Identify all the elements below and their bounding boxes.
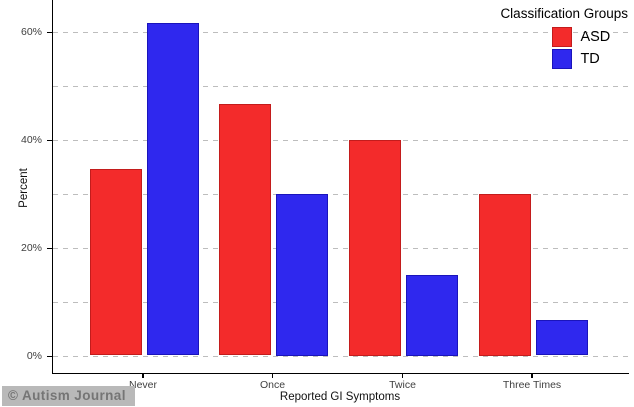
y-axis-title: Percent <box>17 168 30 208</box>
y-tick-label-20: 20% <box>20 242 42 254</box>
y-tick-60 <box>47 31 52 33</box>
y-tick-20 <box>47 247 52 249</box>
watermark: © Autism Journal <box>2 386 135 406</box>
plot-panel <box>52 0 629 374</box>
legend-swatch-asd <box>552 27 573 47</box>
y-tick-label-40: 40% <box>20 134 42 146</box>
y-tick-label-0: 0% <box>26 350 42 362</box>
gridline-10 <box>53 301 629 303</box>
x-tick-three-times <box>531 374 533 378</box>
bar-td-three-times <box>535 320 588 356</box>
bar-asd-three-times <box>478 193 531 356</box>
bar-td-once <box>276 193 328 356</box>
bar-td-never <box>146 23 199 356</box>
x-tick-once <box>271 374 274 378</box>
gridline-40 <box>53 139 629 141</box>
legend-items: ASD TD <box>500 27 631 69</box>
bar-asd-twice <box>349 139 401 356</box>
y-tick-label-60: 60% <box>20 26 42 38</box>
bar-td-twice <box>406 274 458 356</box>
x-axis-title: Reported GI Symptoms <box>279 391 401 403</box>
gridline-50 <box>53 85 629 87</box>
gridline-30 <box>53 193 629 195</box>
gridline-60 <box>53 31 629 33</box>
y-tick-0 <box>47 355 52 357</box>
x-tick-label-three-times: Three Times <box>502 379 562 391</box>
x-tick-label-twice: Twice <box>389 379 416 391</box>
legend-label-td: TD <box>580 51 600 67</box>
y-tick-40 <box>47 139 52 141</box>
x-tick-never <box>142 374 144 378</box>
legend-label-asd: ASD <box>580 29 611 45</box>
bar-asd-never <box>89 169 142 356</box>
gridline-0 <box>53 355 629 357</box>
legend-title: Classification Groups <box>500 6 628 21</box>
legend: Classification Groups ASD TD <box>500 6 631 71</box>
legend-item-asd: ASD <box>500 27 631 47</box>
bar-asd-once <box>219 104 271 356</box>
legend-item-td: TD <box>500 49 631 69</box>
legend-swatch-td <box>552 49 573 69</box>
x-tick-twice <box>401 374 404 378</box>
x-tick-label-once: Once <box>259 379 286 391</box>
gridline-20 <box>53 247 629 249</box>
x-tick-label-never: Never <box>128 379 158 391</box>
